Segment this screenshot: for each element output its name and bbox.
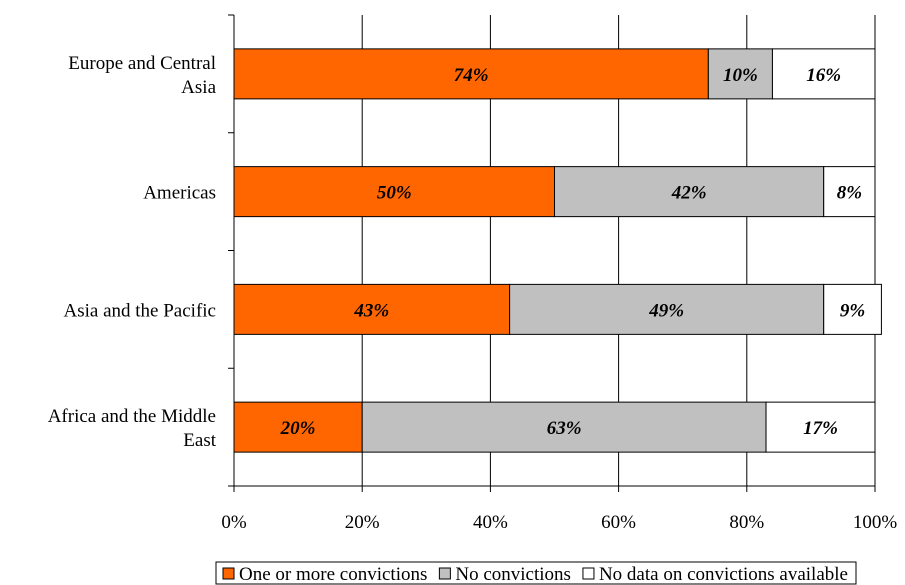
- bar-segment: [361, 401, 767, 453]
- data-label: 8%: [837, 183, 862, 204]
- data-label: 43%: [353, 300, 389, 321]
- x-tick-label: 100%: [853, 512, 898, 533]
- data-label: 42%: [671, 183, 707, 204]
- legend-swatch: [582, 567, 595, 580]
- legend-entry: No data on convictions available: [599, 564, 848, 585]
- data-label: 49%: [648, 300, 684, 321]
- category-label: Americas: [143, 183, 216, 204]
- data-label: 50%: [377, 183, 412, 204]
- category-label: Asia and the Pacific: [64, 300, 216, 321]
- bar-segment: [707, 48, 773, 100]
- bar-segment: [771, 48, 876, 100]
- legend-frame: [215, 561, 857, 585]
- data-label: 9%: [840, 300, 865, 321]
- data-label: 63%: [547, 418, 582, 439]
- category-label: Europe and Central Asia: [68, 53, 216, 98]
- data-label: 74%: [454, 65, 489, 86]
- bar-segment: [554, 166, 825, 218]
- data-label: 17%: [803, 418, 838, 439]
- x-tick-label: 80%: [729, 512, 764, 533]
- data-label: 16%: [806, 65, 841, 86]
- bar-segment: [823, 283, 882, 335]
- legend-swatch: [222, 567, 235, 580]
- legend-entry: No convictions: [455, 564, 571, 585]
- data-label: 20%: [280, 418, 316, 439]
- x-tick-label: 20%: [345, 512, 380, 533]
- bar-segment: [233, 166, 555, 218]
- legend-swatch: [438, 567, 451, 580]
- bar-segment: [233, 48, 709, 100]
- bar-segment: [823, 166, 876, 218]
- bar-segment: [233, 283, 511, 335]
- bar-segment: [765, 401, 876, 453]
- x-tick-label: 60%: [601, 512, 636, 533]
- x-tick-labels: 0% 20% 40% 60% 80% 100%: [221, 512, 897, 533]
- axes: [228, 14, 876, 492]
- legend: One or more convictions No convictions No …: [215, 561, 857, 585]
- category-label: Africa and the Middle East: [48, 406, 217, 451]
- legend-entry: One or more convictions: [239, 564, 427, 585]
- x-tick-label: 40%: [473, 512, 508, 533]
- bar-segments: 74% 10% 16% 50% 42% 8% 43% 49% 9% 20% 63% 17%: [233, 48, 882, 453]
- x-tick-label: 0%: [221, 512, 247, 533]
- data-label: 10%: [723, 65, 758, 86]
- category-labels: Europe and Central Asia Americas Asia and t…: [48, 53, 217, 451]
